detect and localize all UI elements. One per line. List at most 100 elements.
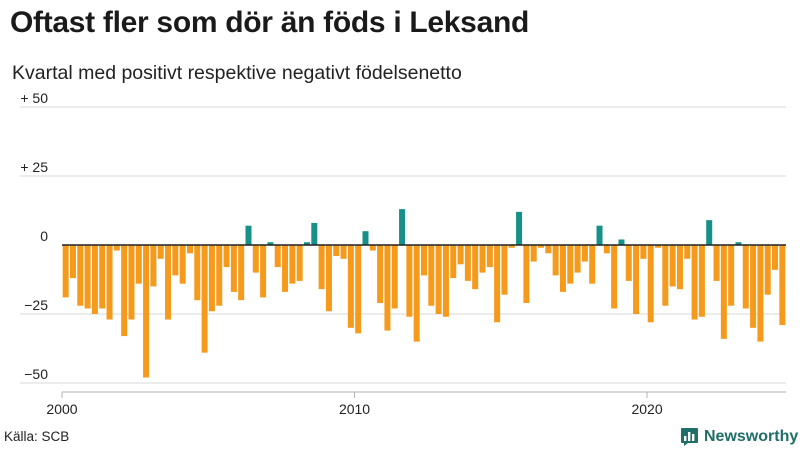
bar [99, 245, 106, 309]
bar [764, 245, 771, 295]
bar [625, 245, 632, 281]
bar [472, 245, 479, 290]
bar [530, 245, 537, 262]
bar [179, 245, 186, 284]
bar [567, 245, 574, 284]
bar [347, 245, 354, 328]
bar [260, 245, 267, 298]
bar [647, 245, 654, 323]
bar [194, 245, 201, 301]
bar [720, 245, 727, 339]
x-axis: 2000 2010 2020 [46, 391, 786, 417]
bar [230, 245, 237, 292]
bar [698, 245, 705, 317]
chart-title: Oftast fler som dör än föds i Leksand [10, 6, 529, 39]
bar [238, 245, 245, 301]
bar [728, 245, 735, 306]
bar [684, 245, 691, 259]
bar [369, 245, 376, 251]
bar [516, 211, 523, 245]
bar [245, 225, 252, 245]
bar [552, 245, 559, 276]
bar [413, 245, 420, 342]
bar [77, 245, 84, 306]
bar [296, 245, 303, 281]
bar [274, 245, 281, 268]
bar [523, 245, 530, 303]
bar [618, 239, 625, 245]
bar [289, 245, 296, 284]
bar [640, 245, 647, 259]
bar [464, 245, 471, 281]
bar [135, 245, 142, 284]
bar [267, 242, 274, 245]
bar [676, 245, 683, 290]
bar [62, 245, 69, 298]
bar [252, 245, 259, 273]
bar [603, 245, 610, 254]
bar [128, 245, 135, 320]
bar [494, 245, 501, 323]
bar [143, 245, 150, 378]
newsworthy-logo[interactable]: Newsworthy [680, 424, 798, 450]
bar [69, 245, 76, 279]
bar [113, 245, 120, 251]
bar [501, 245, 508, 295]
bar [84, 245, 91, 309]
bar [545, 245, 552, 254]
bars [62, 209, 786, 378]
bar [208, 245, 215, 312]
bar [655, 245, 662, 248]
bar [589, 245, 596, 284]
bar [596, 225, 603, 245]
bar [333, 245, 340, 257]
y-tick-label: + 25 [20, 159, 48, 175]
y-tick-label: −25 [24, 297, 48, 313]
y-axis-labels: + 50 + 25 0 −25 −50 [20, 90, 48, 382]
bar [223, 245, 230, 268]
bar [106, 245, 113, 320]
bar [742, 245, 749, 309]
bar [325, 245, 332, 312]
chart-subtitle: Kvartal med positivt respektive negativt… [12, 62, 462, 84]
x-tick-label: 2010 [339, 401, 370, 417]
bar [662, 245, 669, 306]
brand-name: Newsworthy [704, 428, 799, 445]
bar [421, 245, 427, 276]
bar [150, 245, 157, 287]
bar [311, 222, 318, 245]
bar [435, 245, 442, 314]
bar [340, 245, 347, 259]
bar [706, 220, 713, 245]
bar [303, 242, 310, 245]
x-tick-label: 2000 [46, 401, 77, 417]
bar [216, 245, 223, 306]
bar [750, 245, 757, 328]
bar [772, 245, 779, 270]
bar [479, 245, 486, 273]
bar [691, 245, 698, 320]
bar [735, 242, 742, 245]
bar [559, 245, 566, 292]
bar [282, 245, 289, 292]
bar [121, 245, 128, 337]
bar [713, 245, 720, 281]
x-tick-label: 2020 [631, 401, 662, 417]
bar [574, 245, 581, 273]
bar [91, 245, 98, 314]
bar [757, 245, 764, 342]
bar [362, 231, 369, 245]
bar [633, 245, 640, 314]
bar [157, 245, 164, 259]
source-note: Källa: SCB [4, 429, 70, 444]
bar [450, 245, 457, 279]
bar [442, 245, 449, 317]
bar [581, 245, 588, 262]
bar [486, 245, 493, 268]
y-tick-label: −50 [24, 366, 48, 382]
bar [186, 245, 193, 254]
bar [406, 245, 413, 317]
y-tick-label: + 50 [20, 90, 48, 106]
bar [201, 245, 208, 353]
